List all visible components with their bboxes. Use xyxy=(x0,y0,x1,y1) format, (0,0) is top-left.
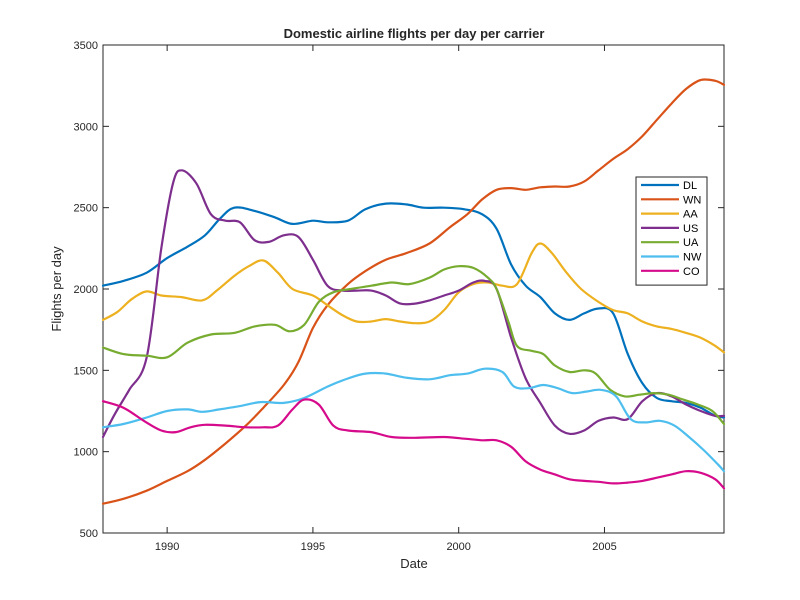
y-tick-label: 3500 xyxy=(74,40,98,52)
y-tick-label: 500 xyxy=(80,528,98,540)
series-line-us xyxy=(101,169,726,439)
series-line-nw xyxy=(101,367,726,473)
y-tick-label: 1000 xyxy=(74,447,98,459)
series-lines xyxy=(101,78,726,505)
axis-ticks: 1990 1995 2000 2005 500 1000 1500 2000 2500 3000 3… xyxy=(74,40,724,553)
chart-title: Domestic airline flights per day per car… xyxy=(284,26,545,41)
legend-label-dl: DL xyxy=(683,180,697,192)
legend-box xyxy=(635,176,708,286)
x-tick-label: 1990 xyxy=(155,541,179,553)
legend: DL WN AA US UA NW CO xyxy=(635,176,708,286)
legend-label-co: CO xyxy=(683,266,700,278)
series-line-dl xyxy=(101,202,726,419)
legend-label-ua: UA xyxy=(683,237,699,249)
y-axis-label: Flights per day xyxy=(49,246,64,332)
legend-label-nw: NW xyxy=(683,252,702,264)
legend-label-wn: WN xyxy=(683,194,701,206)
legend-label-aa: AA xyxy=(683,209,698,221)
x-tick-label: 2000 xyxy=(446,541,470,553)
series-line-aa xyxy=(101,242,726,354)
y-tick-label: 3000 xyxy=(74,121,98,133)
series-line-co xyxy=(101,398,726,490)
x-tick-label: 2005 xyxy=(592,541,616,553)
y-tick-label: 1500 xyxy=(74,365,98,377)
series-line-ua xyxy=(101,265,726,426)
y-tick-label: 2000 xyxy=(74,284,98,296)
x-tick-label: 1995 xyxy=(301,541,325,553)
legend-label-us: US xyxy=(683,223,698,235)
series-line-wn xyxy=(101,78,726,505)
x-axis-label: Date xyxy=(400,556,427,571)
y-tick-label: 2500 xyxy=(74,203,98,215)
plot-area xyxy=(102,44,725,534)
